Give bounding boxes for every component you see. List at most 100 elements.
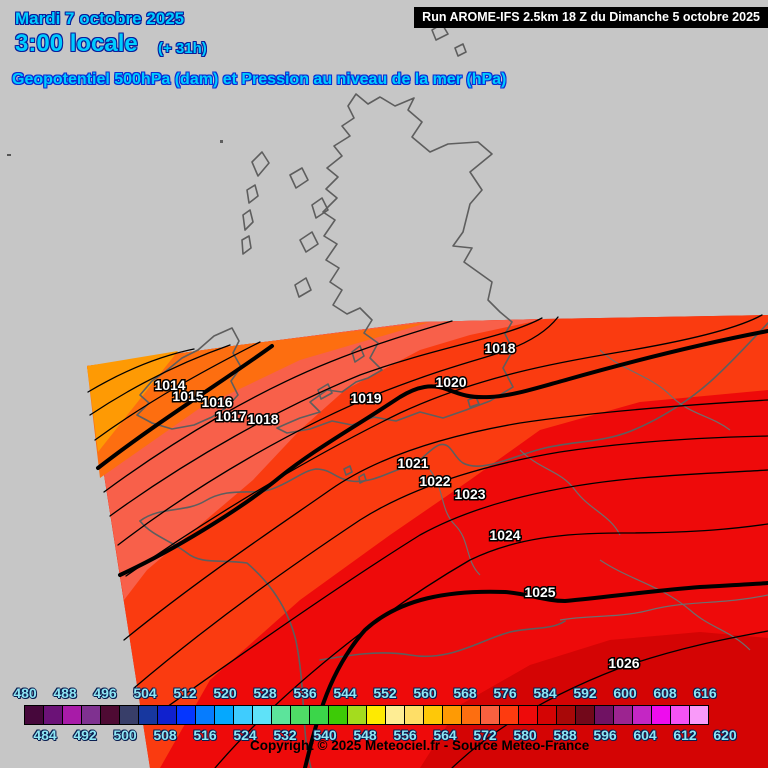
france-south-coastline [319, 620, 566, 661]
scale-swatch-7 [157, 705, 177, 725]
small-island-dot [220, 140, 223, 143]
scale-tick-bottom-0: 484 [33, 727, 57, 743]
isobar-value-label-1018-6: 1018 [484, 340, 515, 356]
scale-tick-top-10: 560 [413, 685, 437, 701]
scale-swatch-24 [480, 705, 500, 725]
scale-tick-bottom-3: 508 [153, 727, 177, 743]
isobar-value-label-1014-0: 1014 [154, 377, 185, 393]
isobar-1019 [125, 314, 763, 577]
scale-tick-bottom-6: 532 [273, 727, 297, 743]
scale-swatch-21 [423, 705, 443, 725]
great-britain-coastline [276, 93, 514, 434]
forecast-local-time: 3:00 locale [15, 30, 138, 57]
scale-swatch-19 [385, 705, 405, 725]
scale-tick-top-5: 520 [213, 685, 237, 701]
isobar-value-label-1021-8: 1021 [397, 455, 428, 471]
scale-tick-top-1: 488 [53, 685, 77, 701]
coastlines [7, 23, 768, 768]
isobar-1016 [103, 320, 453, 493]
scale-swatch-6 [138, 705, 158, 725]
scale-swatch-29 [575, 705, 595, 725]
scale-swatch-26 [518, 705, 538, 725]
scale-swatch-16 [328, 705, 348, 725]
geopotential-color-scale [24, 705, 709, 725]
scale-swatch-35 [689, 705, 709, 725]
isobars [87, 314, 768, 768]
isobar-value-label-1025-12: 1025 [524, 584, 555, 600]
scale-tick-bottom-11: 572 [473, 727, 497, 743]
copyright-text: Copyright © 2025 Meteociel.fr - Source M… [250, 738, 590, 753]
scale-tick-bottom-10: 564 [433, 727, 457, 743]
isobar-value-label-1015-1: 1015 [172, 388, 203, 404]
scale-swatch-3 [81, 705, 101, 725]
map-parameter-title: Geopotentiel 500hPa (dam) et Pression au… [12, 71, 507, 88]
scale-swatch-0 [24, 705, 44, 725]
isobar-1017 [109, 317, 543, 517]
scale-tick-top-13: 584 [533, 685, 557, 701]
france-west-coastline [139, 520, 312, 768]
isobar-1012 [87, 348, 195, 393]
scale-tick-top-9: 552 [373, 685, 397, 701]
isobar-1024 [214, 523, 768, 768]
scale-tick-bottom-4: 516 [193, 727, 217, 743]
isobar-1025 [303, 581, 768, 768]
isobar-value-label-1024-11: 1024 [489, 527, 520, 543]
scale-tick-top-14: 592 [573, 685, 597, 701]
scale-tick-top-15: 600 [613, 685, 637, 701]
isobar-value-label-1022-9: 1022 [419, 473, 450, 489]
scale-tick-bottom-13: 588 [553, 727, 577, 743]
scale-swatch-20 [404, 705, 424, 725]
isobar-value-label-1023-10: 1023 [454, 486, 485, 502]
scale-swatch-14 [290, 705, 310, 725]
scale-swatch-10 [214, 705, 234, 725]
scale-swatch-17 [347, 705, 367, 725]
scale-tick-top-3: 504 [133, 685, 157, 701]
scale-swatch-11 [233, 705, 253, 725]
scale-tick-bottom-17: 620 [713, 727, 737, 743]
scale-tick-top-16: 608 [653, 685, 677, 701]
scale-swatch-15 [309, 705, 329, 725]
scale-tick-top-8: 544 [333, 685, 357, 701]
scale-tick-bottom-8: 548 [353, 727, 377, 743]
scale-swatch-22 [442, 705, 462, 725]
forecast-hour-offset: (+ 31h) [158, 40, 207, 57]
scale-swatch-23 [461, 705, 481, 725]
scale-swatch-18 [366, 705, 386, 725]
scale-swatch-30 [594, 705, 614, 725]
river-line-2 [519, 449, 621, 536]
isobar-1021 [123, 399, 768, 641]
isobar-value-label-1019-5: 1019 [350, 390, 381, 406]
border-line-2 [559, 594, 768, 621]
scale-tick-bottom-7: 540 [313, 727, 337, 743]
isobar-1018 [117, 316, 559, 546]
scale-swatch-2 [62, 705, 82, 725]
scale-tick-top-7: 536 [293, 685, 317, 701]
isobar-1014 [94, 341, 261, 441]
scale-tick-top-6: 528 [253, 685, 277, 701]
isobar-value-label-1020-7: 1020 [435, 374, 466, 390]
scale-swatch-28 [556, 705, 576, 725]
scale-swatch-27 [537, 705, 557, 725]
model-run-banner: Run AROME-IFS 2.5km 18 Z du Dimanche 5 o… [414, 7, 768, 28]
isobar-1020 [118, 329, 768, 577]
scale-tick-bottom-5: 524 [233, 727, 257, 743]
scale-tick-top-2: 496 [93, 685, 117, 701]
isobar-value-label-1018-4: 1018 [247, 411, 278, 427]
scale-swatch-9 [195, 705, 215, 725]
scale-swatch-34 [670, 705, 690, 725]
isobar-1015 [96, 344, 274, 470]
scale-tick-bottom-14: 596 [593, 727, 617, 743]
scale-swatch-25 [499, 705, 519, 725]
scale-tick-top-4: 512 [173, 685, 197, 701]
scale-swatch-5 [119, 705, 139, 725]
band-orange [87, 322, 430, 478]
isobar-value-label-1017-3: 1017 [215, 408, 246, 424]
small-map-mark [7, 154, 11, 156]
isobar-1026 [451, 630, 768, 768]
scale-tick-bottom-15: 604 [633, 727, 657, 743]
isobar-value-label-1016-2: 1016 [201, 394, 232, 410]
scale-swatch-33 [651, 705, 671, 725]
forecast-date: Mardi 7 octobre 2025 [15, 9, 185, 28]
